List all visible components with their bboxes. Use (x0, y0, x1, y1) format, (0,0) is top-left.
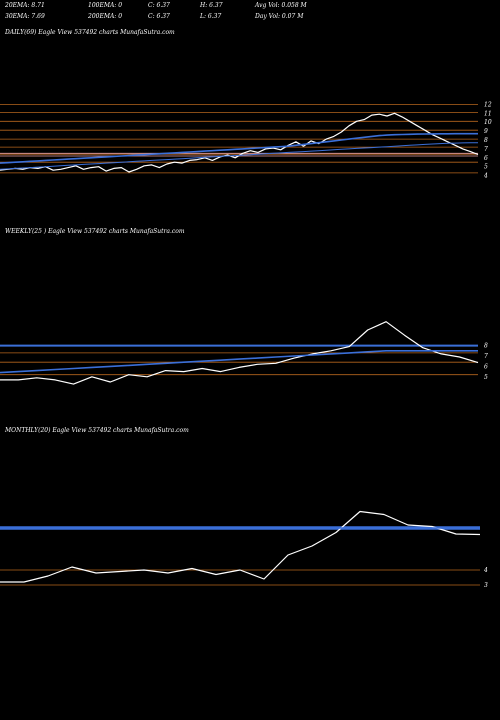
weekly-y-tick-label: 5 (484, 374, 488, 381)
monthly-chart-title: MONTHLY(20) Eagle View 537492 charts Mun… (4, 427, 189, 434)
stat-30ema: 30EMA: 7.69 (5, 13, 45, 20)
daily-y-tick-label: 9 (484, 128, 488, 135)
stat-high: H: 6.37 (199, 2, 223, 9)
daily-series-line-2 (0, 142, 478, 170)
daily-y-tick-label: 7 (484, 146, 488, 153)
daily-chart-title: DAILY(69) Eagle View 537492 charts Munaf… (4, 29, 175, 36)
weekly-series-line-1 (0, 349, 478, 374)
stat-100ema: 100EMA: 0 (88, 2, 122, 9)
daily-y-tick-label: 12 (484, 101, 492, 108)
header-stats: 20EMA: 8.71 100EMA: 0 C: 6.37 H: 6.37 Av… (4, 2, 308, 20)
daily-y-tick-label: 6 (484, 155, 488, 162)
daily-panel: 12 11 10 9 8 7 6 5 4 (0, 101, 492, 180)
stat-20ema: 20EMA: 8.71 (4, 2, 45, 9)
stat-low: L: 6.37 (199, 13, 221, 20)
stat-200ema: 200EMA: 0 (87, 13, 122, 20)
daily-series-line-1 (0, 132, 478, 164)
monthly-y-tick-label: 3 (484, 582, 488, 589)
weekly-chart-title: WEEKLY(25 ) Eagle View 537492 charts Mun… (5, 228, 185, 235)
daily-y-tick-label: 8 (484, 137, 488, 144)
daily-series-line-0 (0, 112, 479, 173)
stat-day-vol: Day Vol: 0.07 M (254, 13, 304, 20)
weekly-series-line-0 (0, 321, 479, 385)
weekly-panel: 8 7 6 5 (0, 321, 488, 385)
stat-close: C: 6.37 (148, 2, 170, 9)
weekly-y-tick-label: 6 (484, 363, 488, 370)
weekly-y-tick-label: 8 (484, 343, 488, 350)
daily-y-tick-label: 10 (484, 119, 492, 126)
weekly-y-tick-label: 7 (484, 353, 488, 360)
daily-y-tick-label: 4 (483, 173, 488, 180)
monthly-panel: 34 (0, 510, 488, 589)
stat-avg-vol: Avg Vol: 0.058 M (254, 2, 308, 9)
monthly-series-line-0 (0, 510, 481, 583)
stat-close-2: C: 6.37 (148, 13, 170, 20)
daily-y-tick-label: 11 (484, 110, 492, 117)
daily-y-tick-label: 5 (484, 164, 488, 171)
monthly-y-tick-label: 4 (483, 567, 488, 574)
